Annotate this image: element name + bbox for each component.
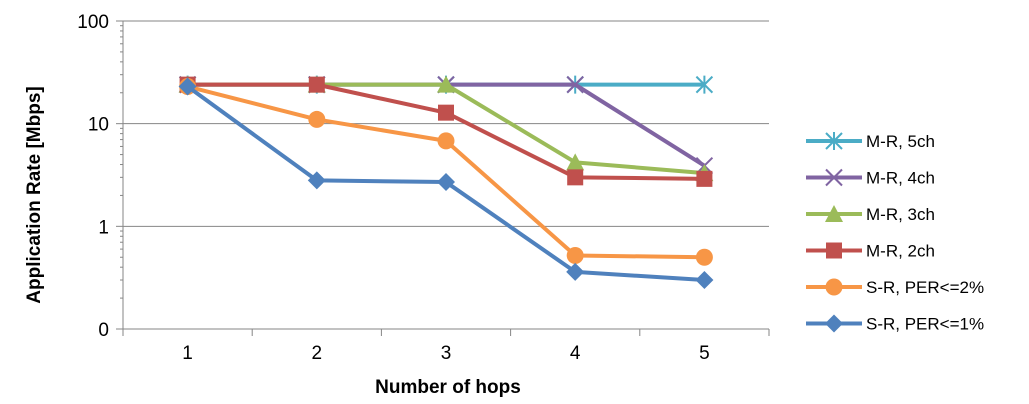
legend-label: M-R, 5ch [866,132,935,151]
gridlines [123,20,769,227]
legend-item: M-R, 4ch [806,169,935,188]
diamond-marker [178,77,197,96]
series-line [187,82,706,168]
circle-marker [437,132,455,150]
circle-marker [825,278,843,296]
series-m-r-3ch [178,75,714,182]
diamond-marker [566,262,585,281]
y-tick-label: 10 [88,115,109,136]
x-tick-label: 1 [182,343,193,364]
y-axis-title: Application Rate [Mbps] [24,86,45,303]
triangle-marker [437,75,455,93]
square-marker [696,170,713,187]
axes: 0 1 10 100 1 2 3 4 5 [77,12,770,364]
asterisk-marker [695,75,714,94]
legend-item: M-R, 2ch [806,242,935,261]
legend-label: M-R, 3ch [866,205,935,224]
circle-marker [308,110,326,128]
x-marker-stroke [566,75,584,94]
legend-item: S-R, PER<=2% [806,278,984,297]
series-s-r-per-2- [179,78,713,266]
x-tick-label: 2 [312,343,323,364]
series-s-r-per-1- [178,77,714,290]
triangle-marker [566,153,585,171]
diamond-marker [307,171,326,190]
x-tick-label: 3 [441,343,452,364]
legend-item: M-R, 3ch [806,205,935,224]
x-axis-title: Number of hops [375,377,521,398]
legend-label: M-R, 2ch [866,242,935,261]
circle-marker [695,248,713,266]
data-series [178,75,714,290]
asterisk-marker [825,132,843,150]
x-tick-label: 4 [570,343,581,364]
legend-item: S-R, PER<=1% [806,314,984,334]
x-marker [825,168,843,187]
x-tick-label: 5 [699,343,710,364]
square-marker [438,104,454,121]
y-tick-label: 0 [98,320,109,341]
series-line [187,82,705,176]
y-tick-label: 100 [77,12,109,33]
x-marker-stroke [825,168,843,187]
square-marker [567,169,584,186]
triangle-marker [825,205,843,222]
legend-item: M-R, 5ch [806,132,935,151]
diamond-marker [437,173,455,192]
x-marker [566,75,584,94]
diamond-marker [695,271,714,290]
legend-label: M-R, 4ch [866,169,935,188]
legend-label: S-R, PER<=2% [866,278,984,297]
y-tick-label: 1 [98,217,109,238]
square-marker [308,76,325,93]
legend-label: S-R, PER<=1% [866,315,984,334]
circle-marker [566,246,584,264]
diamond-marker [825,314,843,333]
legend: M-R, 5ch M-R, 4ch M-R, 3ch M-R, 2ch S-R, PER… [806,132,984,334]
square-marker [826,242,842,259]
